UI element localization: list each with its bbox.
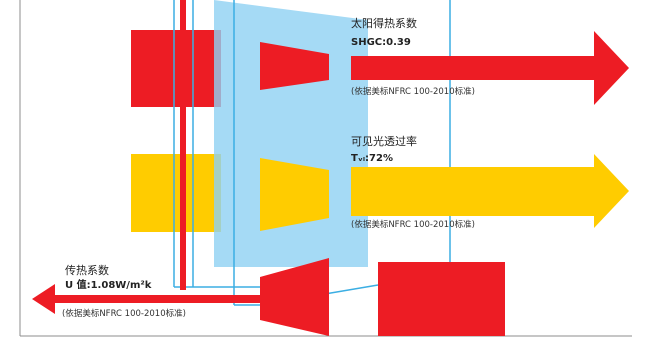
visible-title: 可见光透过率 bbox=[351, 135, 417, 148]
incoming-visible-light-block bbox=[131, 154, 221, 232]
incoming-solar-block bbox=[131, 30, 221, 107]
shgc-title: 太阳得热系数 bbox=[351, 17, 417, 30]
interior-heat-block bbox=[378, 262, 505, 336]
visible-light-funnel bbox=[260, 158, 329, 231]
u-value-title: 传热系数 bbox=[65, 264, 109, 277]
visible-value: Tᵥₗ:72% bbox=[351, 153, 393, 164]
u-value-arrow bbox=[32, 284, 260, 314]
u-value-value: U 值:1.08W/m²k bbox=[65, 280, 152, 291]
u-value-note: (依据美标NFRC 100-2010标准) bbox=[62, 309, 186, 319]
visible-light-arrow bbox=[351, 154, 629, 228]
u-value-funnel bbox=[260, 258, 329, 336]
solar-heat-arrow bbox=[351, 31, 629, 105]
shgc-note: (依据美标NFRC 100-2010标准) bbox=[351, 87, 475, 97]
conduction-vertical-bar bbox=[180, 0, 186, 290]
glass-pane bbox=[214, 0, 368, 267]
shgc-value: SHGC:0.39 bbox=[351, 37, 411, 48]
solar-funnel bbox=[260, 42, 329, 90]
visible-note: (依据美标NFRC 100-2010标准) bbox=[351, 220, 475, 230]
